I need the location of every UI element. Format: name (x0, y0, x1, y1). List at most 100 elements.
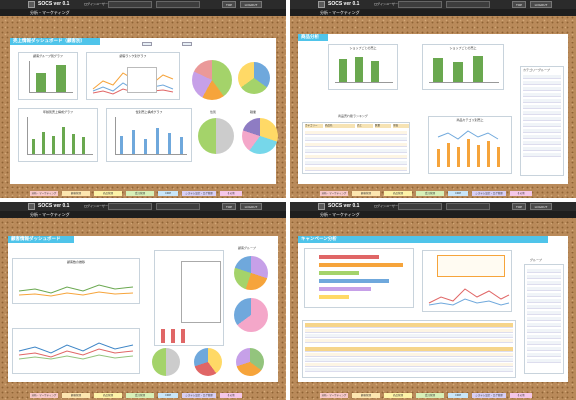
checkbox-row[interactable] (527, 341, 561, 345)
checkbox-row[interactable] (527, 323, 561, 327)
footer-tab[interactable]: 顧客管理 (352, 191, 380, 196)
checkbox-row[interactable] (523, 141, 561, 145)
filter-tag[interactable] (182, 42, 192, 46)
checkbox-row[interactable] (527, 359, 561, 363)
logout-button[interactable]: LOGOUT (240, 1, 262, 8)
chart-title: 顧客グループ別グラフ (33, 54, 63, 58)
page-title: 顧客情報ダッシュボード (11, 237, 61, 242)
footer-tab[interactable]: その他 (510, 191, 532, 196)
checkbox-row[interactable] (523, 81, 561, 85)
bar (82, 137, 85, 154)
table-row (305, 358, 513, 362)
content-area: 商品分析 ショップごとの売上 ショップごとの売上 カテゴリーグループ (298, 34, 568, 184)
checkbox-row[interactable] (527, 293, 561, 297)
table-row (305, 329, 513, 333)
footer-tab[interactable]: CRM (448, 191, 468, 196)
chart-panel-customer-count: 顧客数の推移 (12, 258, 140, 304)
footer-tab[interactable]: 商品管理 (384, 191, 412, 196)
checkbox-row[interactable] (527, 275, 561, 279)
checkbox-row[interactable] (527, 287, 561, 291)
top-button[interactable]: TOP (222, 1, 236, 8)
footer-tab[interactable]: CRM (158, 393, 178, 398)
top-button[interactable]: TOP (222, 203, 236, 210)
chart-panel-shop-sales-1: ショップごとの売上 (328, 44, 398, 90)
footer-tab[interactable]: システム設定・ログ管理 (182, 393, 216, 398)
checkbox-row[interactable] (523, 99, 561, 103)
footer-tab[interactable]: 分析・マーケティング (320, 393, 348, 398)
checkbox-row[interactable] (527, 347, 561, 351)
checkbox-row[interactable] (523, 105, 561, 109)
footer-tab[interactable]: 商品管理 (94, 393, 122, 398)
checkbox-row[interactable] (523, 87, 561, 91)
footer-tab[interactable]: CRM (158, 191, 178, 196)
checkbox-row[interactable] (523, 153, 561, 157)
footer-tab[interactable]: 受注管理 (416, 191, 444, 196)
app-title: SOCS ver 0.1 (328, 1, 360, 7)
footer-tab[interactable]: その他 (220, 191, 242, 196)
checkbox-row[interactable] (523, 75, 561, 79)
checkbox-row[interactable] (523, 147, 561, 151)
checkbox-row[interactable] (527, 269, 561, 273)
table-title: 商品売れ筋ランキング (338, 114, 368, 118)
checkbox-row[interactable] (523, 117, 561, 121)
table-header: 売上 (357, 124, 373, 128)
pie-chart-member (234, 298, 268, 332)
user-info-box (108, 1, 152, 8)
checkbox-row[interactable] (527, 335, 561, 339)
checkbox-row[interactable] (527, 311, 561, 315)
checkbox-row[interactable] (523, 129, 561, 133)
footer-tab[interactable]: 顧客管理 (62, 191, 90, 196)
sidebar-title: グループ (530, 258, 542, 262)
sidebar-title: カテゴリーグループ (523, 68, 550, 72)
footer-tab[interactable]: システム設定・ログ管理 (472, 191, 506, 196)
top-button[interactable]: TOP (512, 203, 526, 210)
logout-button[interactable]: LOGOUT (240, 203, 262, 210)
chart-panel-gender: 性別売上構成グラフ (106, 108, 192, 162)
footer-tab[interactable]: その他 (220, 393, 242, 398)
top-button[interactable]: TOP (512, 1, 526, 8)
footer-tab[interactable]: 商品管理 (384, 393, 412, 398)
bar (433, 58, 443, 82)
section-bar: 分析・マーケティング (0, 211, 286, 218)
dropdown-menu[interactable] (181, 261, 221, 323)
bar (144, 139, 147, 154)
table-row (305, 137, 407, 141)
footer-tab[interactable]: 顧客管理 (62, 393, 90, 398)
footer-tab[interactable]: 分析・マーケティング (30, 191, 58, 196)
table-header: 数量 (375, 124, 391, 128)
chart-title: 商品カテゴリ別売上 (456, 118, 484, 122)
bar (161, 329, 165, 343)
checkbox-row[interactable] (527, 329, 561, 333)
checkbox-row[interactable] (527, 281, 561, 285)
footer-tab[interactable]: 顧客管理 (352, 393, 380, 398)
quadrant-campaign-analysis: SOCS ver 0.1 ログインユーザー TOP LOGOUT 分析・マーケテ… (290, 202, 576, 400)
legend-popup (437, 255, 505, 277)
footer-tab[interactable]: 分析・マーケティング (320, 191, 348, 196)
footer-tab[interactable]: システム設定・ログ管理 (472, 393, 506, 398)
app-logo-icon (318, 1, 325, 8)
table-row (305, 161, 407, 165)
logout-button[interactable]: LOGOUT (530, 1, 552, 8)
table-header-row (305, 347, 513, 352)
checkbox-row[interactable] (527, 299, 561, 303)
checkbox-row[interactable] (527, 353, 561, 357)
checkbox-row[interactable] (523, 123, 561, 127)
pie-label: 性別 (210, 110, 217, 114)
footer-tab[interactable]: CRM (448, 393, 468, 398)
footer-tab[interactable]: 受注管理 (126, 191, 154, 196)
footer-tab[interactable]: 受注管理 (416, 393, 444, 398)
pie-chart-gender (152, 348, 180, 376)
category-group-sidebar: カテゴリーグループ (520, 66, 564, 176)
footer-tab[interactable]: 受注管理 (126, 393, 154, 398)
checkbox-row[interactable] (523, 93, 561, 97)
logout-button[interactable]: LOGOUT (530, 203, 552, 210)
filter-tag[interactable] (142, 42, 152, 46)
footer-tab[interactable]: その他 (510, 393, 532, 398)
checkbox-row[interactable] (527, 317, 561, 321)
footer-tab[interactable]: 分析・マーケティング (30, 393, 58, 398)
checkbox-row[interactable] (523, 135, 561, 139)
footer-tab[interactable]: 商品管理 (94, 191, 122, 196)
footer-tab[interactable]: システム設定・ログ管理 (182, 191, 216, 196)
checkbox-row[interactable] (527, 305, 561, 309)
checkbox-row[interactable] (523, 111, 561, 115)
